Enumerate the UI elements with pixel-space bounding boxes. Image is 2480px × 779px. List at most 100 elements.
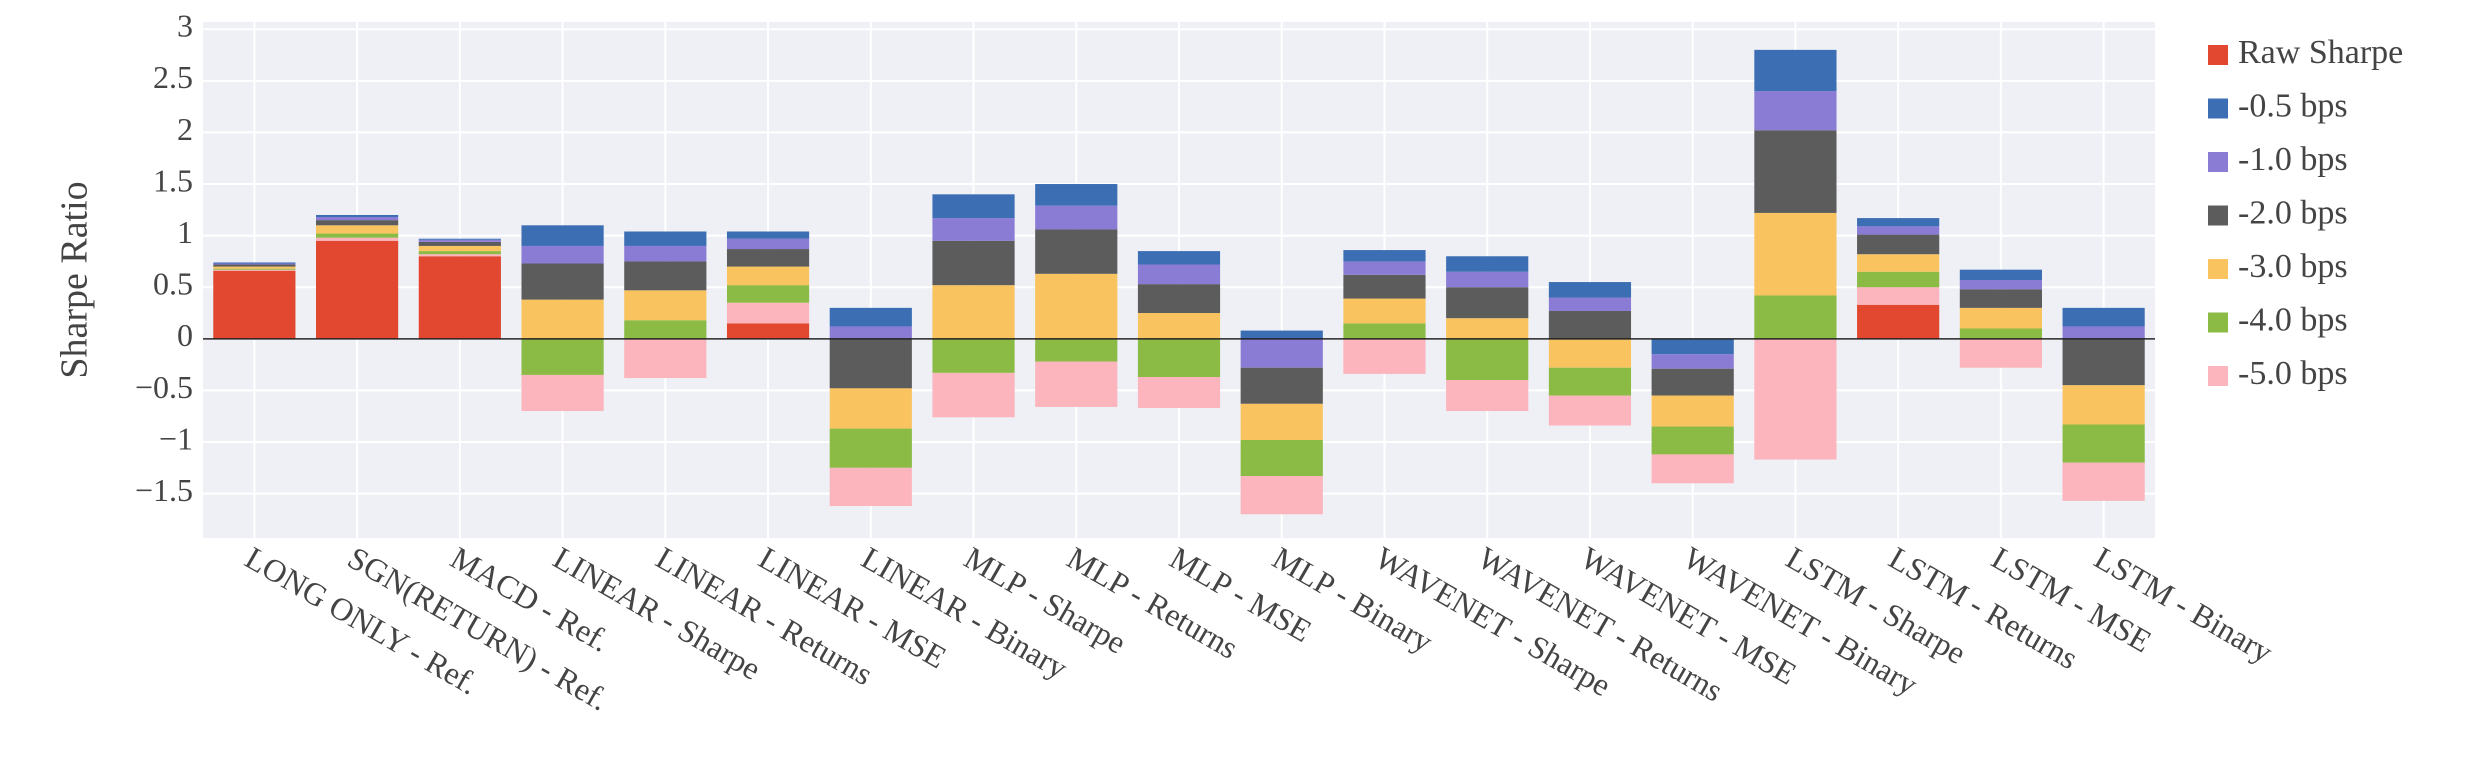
legend-label: Raw Sharpe bbox=[2238, 34, 2403, 71]
bar-segment bbox=[418, 245, 501, 252]
legend-label: -3.0 bps bbox=[2238, 248, 2348, 285]
legend-swatch bbox=[2208, 205, 2228, 226]
bar-segment bbox=[1754, 130, 1837, 213]
bar-segment bbox=[1857, 234, 1940, 255]
bar-segment bbox=[1651, 426, 1734, 455]
bar-segment bbox=[316, 214, 399, 218]
bar-segment bbox=[213, 262, 296, 264]
bar-segment bbox=[1548, 282, 1632, 298]
bar-segment bbox=[316, 217, 399, 221]
bar-segment bbox=[316, 225, 399, 234]
bar-segment bbox=[1240, 403, 1323, 440]
bar-segment bbox=[1035, 229, 1118, 274]
bar-segment bbox=[521, 374, 604, 412]
bar-segment bbox=[932, 240, 1015, 286]
bar-segment bbox=[1446, 271, 1529, 288]
bar-segment bbox=[932, 338, 1015, 373]
bar-segment bbox=[829, 428, 912, 468]
bar-segment bbox=[521, 225, 604, 246]
bar-segment bbox=[1754, 49, 1837, 92]
bar-segment bbox=[1959, 338, 2042, 368]
bar-segment bbox=[1240, 338, 1323, 368]
bar-segment bbox=[1240, 330, 1323, 339]
bar-segment bbox=[829, 307, 912, 327]
bar-segment bbox=[1446, 338, 1529, 381]
bar-segment bbox=[1446, 318, 1529, 339]
bar-segment bbox=[624, 231, 707, 246]
bar-segment bbox=[726, 323, 810, 339]
bar-segment bbox=[1137, 264, 1221, 285]
bar-segment bbox=[521, 299, 604, 339]
bar-segment bbox=[624, 290, 707, 321]
bar-segment bbox=[726, 238, 810, 250]
bar-segment bbox=[418, 251, 501, 255]
bar-segment bbox=[2062, 307, 2145, 327]
bar-segment bbox=[418, 241, 501, 246]
bar-segment bbox=[2062, 338, 2145, 386]
bar-segment bbox=[726, 231, 810, 239]
legend-label: -0.5 bps bbox=[2238, 87, 2348, 124]
bar-segment bbox=[726, 302, 810, 324]
bar-segment bbox=[1343, 323, 1426, 339]
bar-segment bbox=[1857, 304, 1940, 339]
bar-segment bbox=[521, 263, 604, 300]
bar-segment bbox=[1548, 297, 1632, 311]
bar-segment bbox=[829, 388, 912, 429]
bar-segment bbox=[1754, 91, 1837, 131]
bar-segment bbox=[1548, 395, 1632, 426]
bar-segment bbox=[213, 269, 296, 271]
bar-segment bbox=[316, 233, 399, 238]
bar-segment bbox=[1343, 250, 1426, 262]
bar-segment bbox=[2062, 385, 2145, 425]
bar-segment bbox=[624, 261, 707, 291]
bar-segment bbox=[1857, 226, 1940, 235]
bar-segment bbox=[1035, 184, 1118, 206]
bar-segment bbox=[1035, 205, 1118, 230]
bar-segment bbox=[1857, 254, 1940, 272]
y-tick-label: 2 bbox=[177, 111, 193, 147]
y-tick-label: 1.5 bbox=[153, 162, 193, 198]
y-tick-label: 0.5 bbox=[153, 266, 193, 302]
bar-segment bbox=[932, 218, 1015, 241]
bar-segment bbox=[1240, 367, 1323, 404]
bar-segment bbox=[1651, 454, 1734, 484]
bar-segment bbox=[829, 326, 912, 339]
y-tick-label: 1 bbox=[177, 214, 193, 250]
legend-swatch bbox=[2208, 98, 2228, 119]
legend-label: -4.0 bps bbox=[2238, 301, 2348, 338]
bar-segment bbox=[1959, 307, 2042, 329]
bar-segment bbox=[316, 220, 399, 226]
bar-segment bbox=[726, 266, 810, 286]
legend-swatch bbox=[2208, 366, 2228, 386]
bar-segment bbox=[418, 256, 501, 339]
bar-segment bbox=[726, 285, 810, 303]
x-tick-label: MLP - Returns bbox=[1061, 539, 1244, 666]
bar-segment bbox=[418, 239, 501, 242]
bar-segment bbox=[1035, 273, 1118, 339]
bar-segment bbox=[1240, 476, 1323, 515]
y-tick-label: 0 bbox=[177, 317, 193, 353]
bar-segment bbox=[213, 266, 296, 269]
bar-segment bbox=[1754, 338, 1837, 460]
bar-segment bbox=[1959, 289, 2042, 308]
bar-segment bbox=[1857, 218, 1940, 227]
bar-segment bbox=[1137, 313, 1221, 339]
bar-segment bbox=[1959, 328, 2042, 339]
y-tick-label: −0.5 bbox=[135, 369, 193, 405]
bar-segment bbox=[1035, 338, 1118, 362]
bar-segment bbox=[624, 320, 707, 339]
bar-segment bbox=[829, 467, 912, 507]
y-axis-title: Sharpe Ratio bbox=[54, 181, 96, 378]
bar-segment bbox=[1035, 361, 1118, 407]
bar-segment bbox=[1857, 287, 1940, 305]
bar-segment bbox=[1959, 269, 2042, 280]
y-tick-label: −1 bbox=[159, 420, 193, 456]
bar-segment bbox=[2062, 424, 2145, 463]
bar-segment bbox=[1754, 295, 1837, 339]
bar-segment bbox=[1446, 287, 1529, 319]
legend-swatch bbox=[2208, 312, 2228, 333]
bar-segment bbox=[1446, 380, 1529, 412]
bar-segment bbox=[1651, 395, 1734, 427]
bar-segment bbox=[624, 245, 707, 262]
bar-segment bbox=[1343, 298, 1426, 324]
